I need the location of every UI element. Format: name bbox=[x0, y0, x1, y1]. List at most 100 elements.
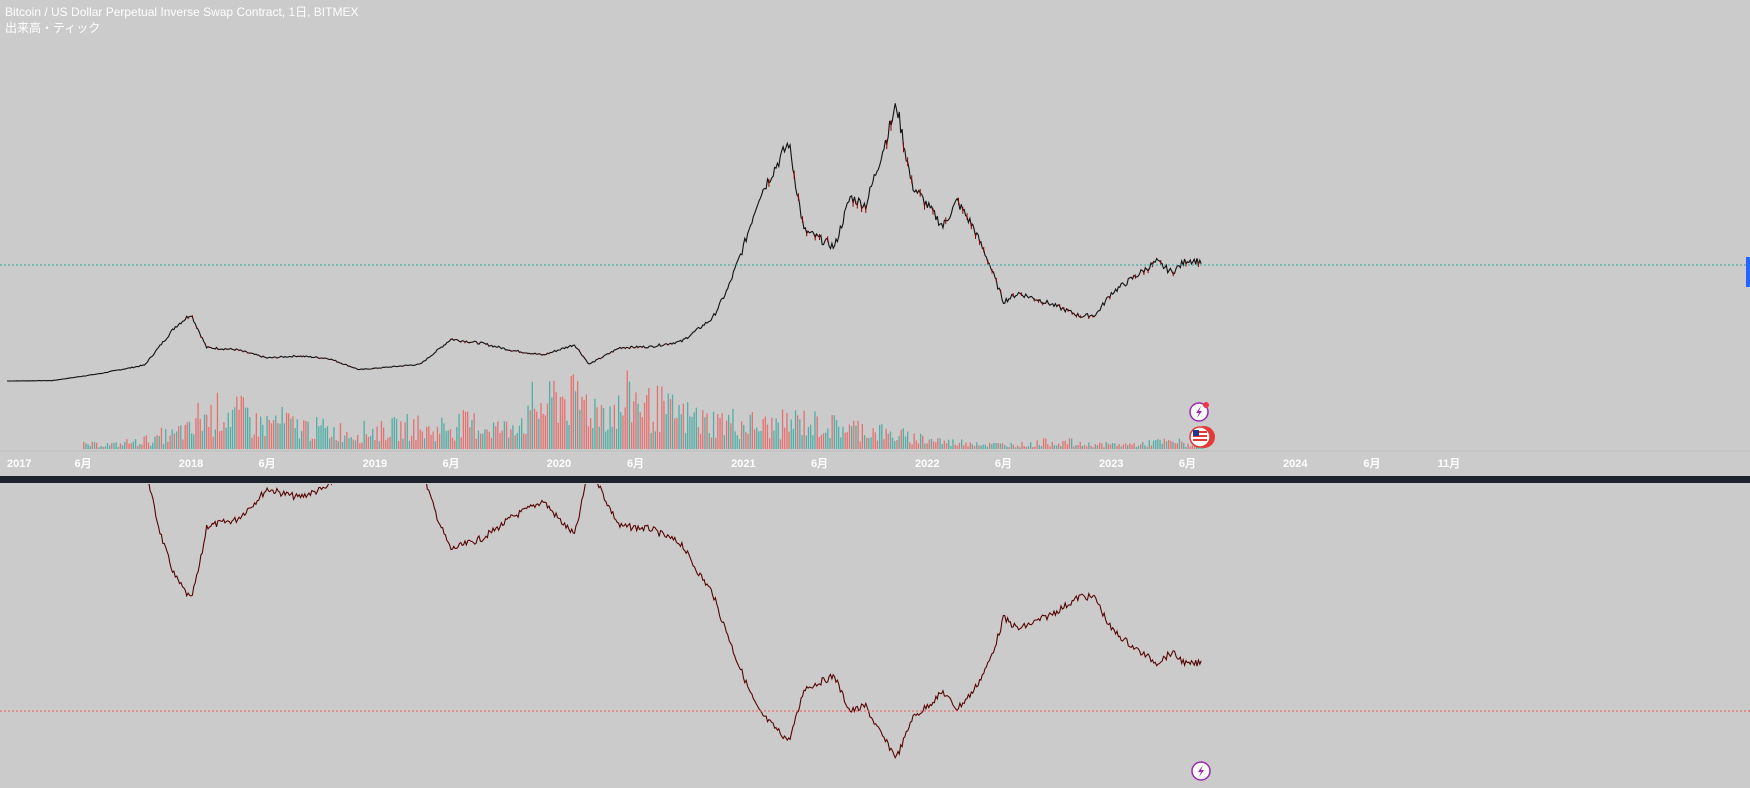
pane-separator[interactable] bbox=[0, 476, 1750, 483]
indicator-title[interactable]: 出来高・ティック bbox=[5, 21, 101, 35]
lower-pane[interactable] bbox=[7, 272, 1202, 760]
volume-bar bbox=[408, 440, 411, 449]
volume-bar bbox=[643, 402, 646, 449]
volume-bar bbox=[1012, 444, 1014, 449]
lightning-event-icon[interactable] bbox=[1189, 402, 1209, 422]
volume-bar bbox=[480, 433, 482, 449]
volume-bar bbox=[876, 440, 879, 449]
volume-bar bbox=[212, 436, 214, 449]
volume-bar bbox=[838, 426, 840, 449]
volume-bar bbox=[1161, 443, 1163, 449]
volume-bar bbox=[404, 422, 406, 449]
volume-bar bbox=[445, 430, 447, 449]
volume-bar bbox=[771, 417, 773, 449]
symbol-title[interactable]: Bitcoin / US Dollar Perpetual Inverse Sw… bbox=[5, 5, 359, 19]
volume-bar bbox=[587, 426, 590, 449]
volume-bar bbox=[270, 423, 273, 449]
volume-bar bbox=[1058, 443, 1060, 449]
time-axis[interactable]: 2017 6月 2018 6月 2019 6月 2020 6月 2021 6月 2022 6月 2023… bbox=[7, 457, 1460, 470]
volume-bar bbox=[1170, 440, 1172, 449]
volume-bar bbox=[751, 412, 753, 449]
time-axis-tick-label: 6月 bbox=[627, 457, 644, 470]
volume-bar bbox=[557, 422, 559, 449]
volume-bar bbox=[197, 402, 199, 449]
volume-bar bbox=[736, 435, 738, 449]
volume-bar bbox=[1042, 438, 1045, 449]
volume-bar bbox=[777, 422, 779, 449]
volume-bar bbox=[1140, 444, 1142, 449]
volume-bar bbox=[753, 429, 756, 449]
volume-bar bbox=[387, 437, 389, 449]
volume-bar bbox=[471, 420, 473, 449]
volume-bar bbox=[894, 441, 896, 449]
volume-bar bbox=[646, 395, 648, 449]
volume-bar bbox=[719, 417, 721, 449]
volume-bar bbox=[160, 427, 163, 449]
volume-bar bbox=[104, 446, 106, 449]
volume-bar bbox=[400, 421, 402, 449]
volume-bar bbox=[989, 442, 991, 449]
volume-bar bbox=[1096, 445, 1099, 449]
volume-bar bbox=[352, 439, 354, 449]
volume-bar bbox=[1109, 444, 1112, 449]
volume-bar bbox=[85, 443, 87, 449]
volume-bar bbox=[680, 414, 682, 449]
volume-bar bbox=[167, 441, 169, 449]
volume-bar bbox=[613, 404, 615, 449]
volume-bar bbox=[275, 415, 277, 449]
volume-bar bbox=[473, 413, 475, 449]
volume-bar bbox=[1008, 447, 1010, 449]
volume-bar bbox=[482, 433, 484, 449]
chart-legend[interactable]: Bitcoin / US Dollar Perpetual Inverse Sw… bbox=[5, 4, 358, 36]
time-axis-tick-label: 11月 bbox=[1438, 457, 1461, 470]
volume-bar bbox=[581, 397, 583, 449]
time-axis-tick-label: 2017 bbox=[7, 458, 31, 470]
us-flag-event-icon[interactable] bbox=[1189, 426, 1215, 448]
volume-bar bbox=[827, 428, 829, 449]
volume-bar bbox=[820, 435, 823, 449]
volume-bar bbox=[848, 424, 851, 449]
volume-bar bbox=[872, 428, 874, 449]
volume-bar bbox=[529, 410, 531, 449]
volume-bar bbox=[650, 432, 652, 449]
volume-bar bbox=[982, 444, 984, 449]
volume-bar bbox=[1187, 443, 1189, 449]
volume-bar bbox=[842, 426, 844, 449]
volume-bar bbox=[253, 434, 255, 449]
volume-bar bbox=[583, 400, 585, 449]
volume-bar bbox=[231, 409, 234, 449]
volume-bar bbox=[611, 426, 613, 449]
volume-bar bbox=[285, 412, 288, 449]
volume-bar bbox=[91, 441, 93, 449]
volume-bar bbox=[382, 427, 385, 449]
volume-bar bbox=[486, 429, 488, 449]
volume-bar bbox=[831, 414, 833, 449]
volume-bar bbox=[984, 444, 986, 449]
volume-bar bbox=[309, 440, 311, 449]
volume-bar bbox=[973, 446, 976, 449]
volume-bar bbox=[913, 433, 915, 449]
volume-bar bbox=[704, 417, 706, 449]
volume-bar bbox=[1071, 438, 1073, 449]
volume-bar bbox=[978, 445, 980, 449]
volume-bar bbox=[561, 396, 564, 449]
volume-bar bbox=[635, 392, 637, 449]
volume-bar bbox=[883, 439, 885, 449]
volume-bar bbox=[853, 421, 855, 449]
volume-bar bbox=[648, 388, 650, 449]
volume-bar bbox=[706, 413, 708, 449]
volume-bar bbox=[236, 396, 238, 449]
volume-bar bbox=[333, 427, 335, 449]
volume-bar bbox=[626, 370, 628, 449]
main-price-pane[interactable] bbox=[7, 103, 1202, 382]
volume-bar bbox=[462, 410, 464, 449]
volume-bar bbox=[991, 444, 993, 449]
volume-bar bbox=[1079, 441, 1081, 449]
volume-bar bbox=[1017, 445, 1019, 449]
lightning-event-icon[interactable] bbox=[1191, 761, 1211, 781]
volume-bar bbox=[162, 443, 165, 449]
volume-bar bbox=[111, 443, 113, 449]
volume-bar bbox=[527, 405, 529, 449]
